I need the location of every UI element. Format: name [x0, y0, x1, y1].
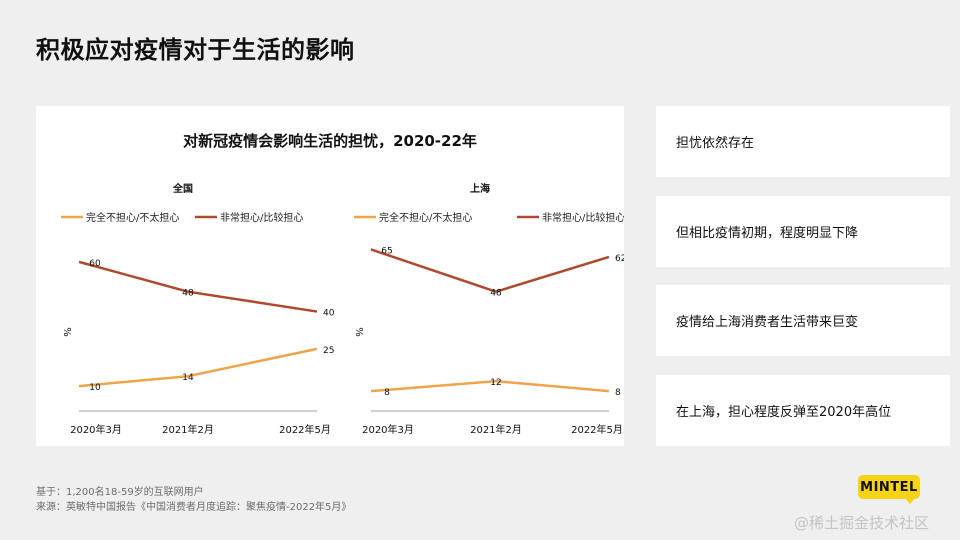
watermark: @稀土掘金技术社区 — [794, 514, 930, 532]
logo-text: MINTEL — [860, 479, 918, 495]
footnote-base: 基于：1,200名18-59岁的互联网用户 — [36, 487, 204, 498]
chart-panel: 对新冠疫情会影响生活的担忧，2020-22年 全国完全不担心/不太担心 非常担心/… — [36, 106, 624, 446]
x-tick-label: 2020年3月 — [362, 423, 414, 436]
takeaway-text: 在上海，担心程度反弹至2020年高位 — [676, 405, 892, 420]
data-label: 48 — [490, 289, 502, 299]
data-label: 60 — [89, 259, 101, 269]
legend-label: 完全不担心/不太担心 — [379, 211, 472, 224]
legend-label: 非常担心/比较担心 — [220, 211, 303, 224]
data-label: 40 — [323, 309, 335, 319]
takeaway-text: 但相比疫情初期，程度明显下降 — [676, 226, 859, 241]
data-label: 14 — [182, 373, 194, 383]
takeaway-text: 疫情给上海消费者生活带来巨变 — [676, 315, 859, 330]
x-tick-label: 2022年5月 — [279, 423, 331, 436]
series-line — [370, 248, 610, 293]
x-tick-label: 2021年2月 — [162, 423, 214, 436]
logo-speech-tail — [904, 497, 916, 504]
takeaway-card-2: 但相比疫情初期，程度明显下降 — [656, 196, 950, 267]
x-tick-label: 2021年2月 — [470, 423, 522, 436]
takeaway-text: 担忧依然存在 — [676, 136, 755, 151]
panel-subtitle: 全国 — [172, 182, 193, 195]
data-label: 25 — [323, 346, 334, 356]
x-tick-label: 2022年5月 — [571, 423, 623, 436]
takeaway-card-1: 担忧依然存在 — [656, 106, 950, 177]
data-label: 62 — [615, 254, 624, 264]
footnote-source: 来源：英敏特中国报告《中国消费者月度追踪：聚焦疫情-2022年5月》 — [36, 502, 352, 513]
takeaway-card-4: 在上海，担心程度反弹至2020年高位 — [656, 375, 950, 446]
data-label: 12 — [490, 378, 501, 388]
mintel-logo: MINTEL — [858, 475, 920, 499]
series-line — [78, 347, 318, 388]
series-line — [78, 260, 318, 313]
x-tick-label: 2020年3月 — [70, 423, 122, 436]
data-label: 8 — [615, 388, 621, 398]
legend-label: 完全不担心/不太担心 — [86, 211, 179, 224]
data-label: 8 — [384, 388, 390, 398]
chart-title: 对新冠疫情会影响生活的担忧，2020-22年 — [183, 132, 477, 150]
legend-label: 非常担心/比较担心 — [542, 211, 624, 224]
data-label: 65 — [381, 246, 392, 256]
series-line — [370, 379, 610, 393]
takeaway-card-3: 疫情给上海消费者生活带来巨变 — [656, 285, 950, 356]
page-title: 积极应对疫情对于生活的影响 — [36, 36, 355, 64]
y-axis-label: % — [353, 327, 364, 337]
data-label: 48 — [182, 289, 194, 299]
y-axis-label: % — [61, 327, 72, 337]
panel-subtitle: 上海 — [470, 182, 490, 195]
data-label: 10 — [89, 383, 101, 393]
